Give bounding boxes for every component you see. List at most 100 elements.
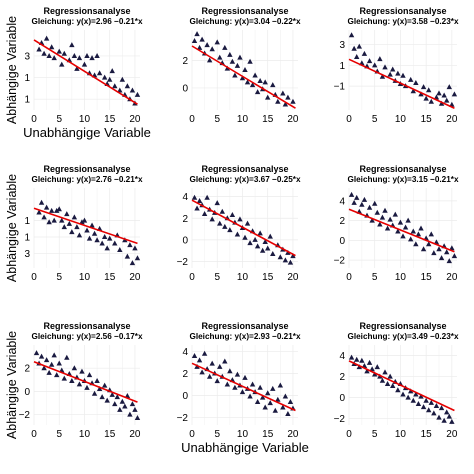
data-point [361,196,368,202]
data-point [392,211,398,217]
data-point [431,410,437,416]
data-point [209,216,215,222]
data-point [249,381,256,387]
data-point [112,240,118,246]
data-point [254,89,261,95]
data-point [107,235,113,241]
data-point [244,220,251,226]
data-point [418,91,424,97]
chart-subtitle: Gleichung: y(x)=3.58 −0.23*x [347,17,458,26]
data-point [107,76,113,82]
data-point [61,50,67,56]
y-tick-label: 0 [24,387,30,398]
data-point [222,44,228,50]
data-point [356,43,362,49]
y-tick-label: 4 [182,192,188,203]
data-point [384,225,391,231]
data-point [234,371,241,377]
x-tick-label: 20 [287,114,299,125]
data-point [449,245,455,251]
x-tick-label: 15 [104,272,116,283]
y-tick-label: 4 [339,196,345,207]
data-point [270,385,276,391]
data-point [69,229,75,235]
data-point [275,396,281,402]
x-tick-label: 20 [446,114,458,125]
data-point [451,253,458,259]
x-axis-label: Unabhängige Variable [181,440,309,455]
chart-subtitle: Gleichung: y(x)=2.96 −0.21*x [31,17,142,26]
data-point [265,245,271,251]
data-point [275,98,281,104]
data-point [191,194,198,200]
data-point [99,240,105,246]
data-point [59,217,65,223]
data-point [247,58,253,64]
data-point [48,44,55,50]
y-tick-label: 3 [24,249,30,260]
data-point [101,382,108,388]
x-tick-label: 10 [395,429,407,440]
data-point [79,219,85,225]
x-tick-label: 5 [214,272,220,283]
x-tick-label: 10 [79,272,91,283]
y-tick-label: 0 [182,391,188,402]
data-point [232,384,238,390]
data-point [48,207,55,213]
x-tick-label: 0 [346,429,352,440]
data-point [449,418,455,424]
x-tick-label: 20 [287,429,299,440]
data-point [201,210,208,216]
data-point [359,357,365,363]
data-point [413,79,419,85]
data-point [387,216,393,222]
data-point [96,386,103,392]
x-tick-label: 5 [56,114,62,125]
data-point [227,227,233,233]
x-tick-label: 15 [421,429,433,440]
data-point [33,350,40,356]
data-point [270,250,276,256]
data-point [94,237,100,243]
data-point [117,406,123,412]
data-point [257,230,263,236]
data-point [433,403,440,409]
data-point [361,50,368,56]
x-tick-label: 20 [446,429,458,440]
data-point [79,368,85,374]
y-tick-label: 0 [182,235,188,246]
chart-subtitle: Gleichung: y(x)=2.56 −0.17*x [31,332,142,341]
data-point [86,235,93,241]
chart-title: Regressionsanalyse [43,164,130,174]
data-point [366,359,373,365]
data-point [267,233,273,239]
data-point [428,98,434,104]
x-tick-label: 10 [237,114,249,125]
regression-line [33,39,138,105]
x-tick-label: 0 [346,114,352,125]
chart-title: Regressionsanalyse [43,321,130,331]
data-point [239,75,246,81]
data-point [265,390,271,396]
x-tick-label: 10 [79,429,91,440]
data-point [119,76,126,82]
data-point [112,83,118,89]
data-point [262,404,268,410]
x-tick-label: 0 [189,429,195,440]
data-point [227,368,233,374]
y-tick-label: 2 [182,214,188,225]
x-tick-label: 15 [262,114,274,125]
x-tick-label: 20 [287,272,299,283]
data-point [38,353,45,359]
y-axis-label: Abhängige Variable [5,16,19,124]
data-point [109,68,115,74]
regression-line [348,360,455,412]
chart-title: Regressionsanalyse [359,321,446,331]
regression-line [348,208,455,253]
data-point [382,64,388,70]
data-point [71,214,78,220]
x-tick-label: 5 [372,429,378,440]
data-point [196,357,203,363]
